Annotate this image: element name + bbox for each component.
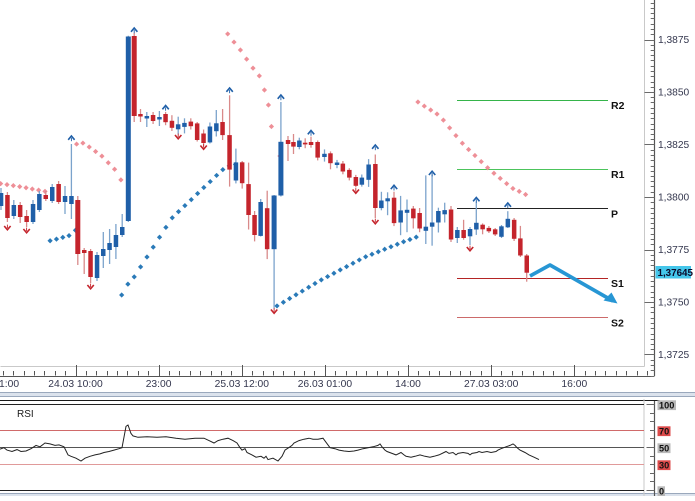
svg-text:1,37645: 1,37645 bbox=[658, 268, 694, 279]
svg-text:1,3875: 1,3875 bbox=[658, 35, 689, 46]
svg-text:1:00: 1:00 bbox=[0, 379, 19, 390]
svg-text:1,3850: 1,3850 bbox=[658, 88, 689, 99]
svg-text:1,3825: 1,3825 bbox=[658, 140, 689, 151]
svg-text:30: 30 bbox=[659, 461, 669, 471]
svg-text:14:00: 14:00 bbox=[395, 379, 421, 390]
svg-text:26.03 01:00: 26.03 01:00 bbox=[298, 379, 353, 390]
svg-text:27.03 03:00: 27.03 03:00 bbox=[464, 379, 519, 390]
svg-text:1,3725: 1,3725 bbox=[658, 350, 689, 361]
svg-text:1,3775: 1,3775 bbox=[658, 245, 689, 256]
svg-text:16:00: 16:00 bbox=[561, 379, 587, 390]
svg-text:P: P bbox=[611, 209, 618, 221]
svg-text:100: 100 bbox=[659, 401, 674, 411]
svg-text:R1: R1 bbox=[611, 169, 625, 181]
svg-text:1,3800: 1,3800 bbox=[658, 193, 689, 204]
svg-text:25.03 12:00: 25.03 12:00 bbox=[215, 379, 270, 390]
svg-text:23:00: 23:00 bbox=[146, 379, 172, 390]
svg-text:50: 50 bbox=[659, 444, 669, 454]
svg-text:R2: R2 bbox=[611, 100, 625, 112]
svg-text:S2: S2 bbox=[611, 318, 624, 330]
svg-text:0: 0 bbox=[659, 487, 664, 496]
svg-text:RSI: RSI bbox=[17, 409, 34, 420]
svg-text:S1: S1 bbox=[611, 278, 624, 290]
svg-text:24.03 10:00: 24.03 10:00 bbox=[48, 379, 103, 390]
svg-text:70: 70 bbox=[659, 427, 669, 437]
svg-text:1,3750: 1,3750 bbox=[658, 298, 689, 309]
